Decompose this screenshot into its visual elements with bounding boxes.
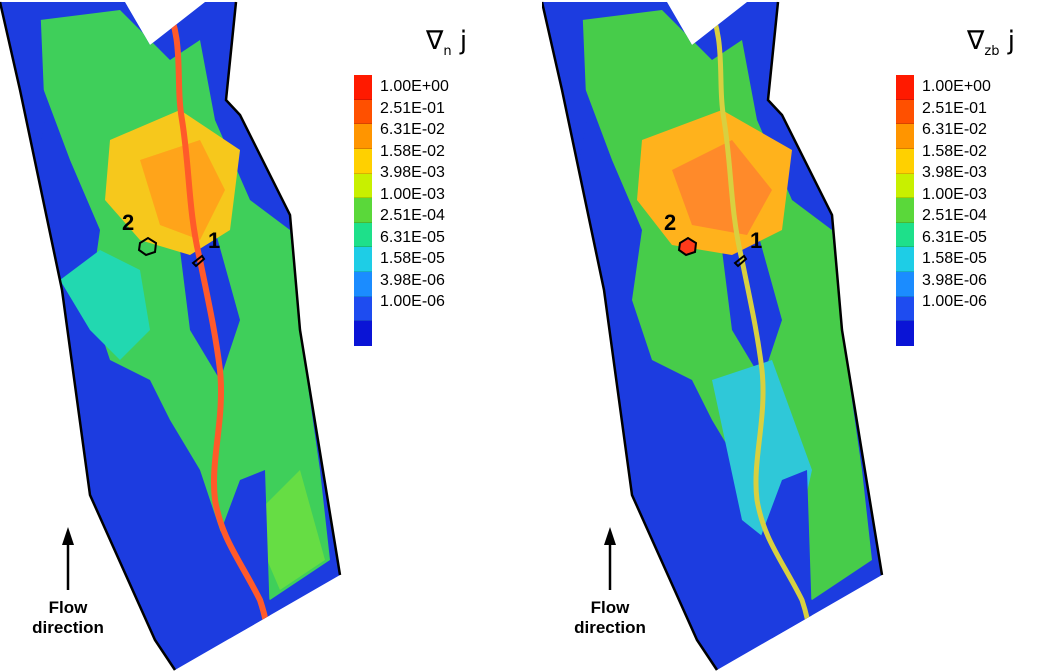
legend-level-label: 1.00E+00 <box>922 78 991 95</box>
marker-2-label: 2 <box>664 210 677 235</box>
right-boundary <box>766 1 884 576</box>
legend-level-label: 3.98E-03 <box>922 164 987 181</box>
fringe-region <box>60 250 150 360</box>
legend-color-bar <box>896 75 914 346</box>
legend-swatch <box>354 247 372 272</box>
legend-level-label: 1.00E-03 <box>922 185 987 203</box>
marker-1-outline <box>191 254 206 268</box>
mesh-map-right <box>542 1 884 671</box>
nabla-symbol: ∇ <box>426 26 444 56</box>
legend-swatch <box>354 296 372 322</box>
panel-gradient-zb: 2 1 Flow direction ∇zb j 1.00E+00 2.51E-0… <box>542 0 1037 671</box>
legend-level-label: 1.00E-06 <box>380 293 445 310</box>
legend-level-label: 2.51E-01 <box>922 99 987 117</box>
lower-channel-zone <box>752 470 812 640</box>
flow-arrow-head <box>604 527 616 545</box>
marker-2-outline <box>137 236 158 257</box>
legend-title-variable: j <box>1007 26 1015 56</box>
mesh-map-left <box>0 1 342 671</box>
legend-swatch <box>354 222 372 248</box>
legend-swatch <box>896 173 914 199</box>
legend-level-label: 3.98E-06 <box>922 271 987 289</box>
flow-direction-label: Flow direction <box>550 598 670 638</box>
legend-level-label: 1.00E-06 <box>922 293 987 310</box>
marker-2-label: 2 <box>122 210 135 235</box>
legend-swatch <box>896 198 914 223</box>
right-boundary <box>224 1 342 576</box>
legend-swatch <box>896 222 914 248</box>
legend-level-label: 1.58E-02 <box>380 142 445 160</box>
legend-swatch <box>354 198 372 223</box>
marker-1-label: 1 <box>208 228 221 253</box>
legend-swatch <box>354 173 372 199</box>
legend-swatch <box>896 272 914 297</box>
legend-swatch <box>896 148 914 174</box>
legend-level-label: 1.58E-02 <box>922 142 987 160</box>
left-boundary <box>542 1 719 671</box>
legend-title-subscript: n <box>443 44 452 59</box>
legend-labels: 1.00E+00 2.51E-01 6.31E-02 1.58E-02 3.98E-03… <box>380 76 449 313</box>
river-channel <box>162 2 272 670</box>
flow-label-line1: Flow <box>590 598 630 617</box>
legend-swatch <box>354 75 372 100</box>
legend-swatch <box>354 124 372 149</box>
lower-floodplain <box>250 470 325 590</box>
legend-swatch <box>896 247 914 272</box>
flow-label-line2: direction <box>574 618 646 637</box>
legend-level-label: 6.31E-02 <box>922 121 987 138</box>
marker-1-label: 1 <box>750 228 763 253</box>
river-channel <box>704 2 813 670</box>
legend-title-subscript: zb <box>984 44 1000 59</box>
legend-swatch <box>896 321 914 346</box>
legend-swatch <box>896 124 914 149</box>
marker-2-outline <box>677 236 698 257</box>
legend-level-label: 6.31E-05 <box>380 228 445 246</box>
flow-direction-label: Flow direction <box>8 598 128 638</box>
legend-swatch <box>354 99 372 125</box>
legend-level-label: 3.98E-03 <box>380 164 445 181</box>
flow-arrow-head <box>62 527 74 545</box>
legend-swatch <box>354 148 372 174</box>
legend-title-variable: j <box>459 26 468 56</box>
legend-level-label: 6.31E-05 <box>922 228 987 246</box>
legend-level-label: 2.51E-01 <box>380 99 445 117</box>
panel-gradient-n: 2 1 Flow direction ∇n j 1.00E+00 2.51E-01… <box>0 0 518 671</box>
legend-swatch <box>896 99 914 125</box>
legend-swatch <box>896 296 914 322</box>
legend-level-label: 6.31E-02 <box>380 121 445 138</box>
legend-swatch <box>896 75 914 100</box>
legend-labels: 1.00E+00 2.51E-01 6.31E-02 1.58E-02 3.98E-03… <box>922 76 991 313</box>
lower-channel-zone <box>210 470 270 640</box>
legend-title: ∇zb j <box>967 26 1015 59</box>
legend-level-label: 1.58E-05 <box>380 250 445 267</box>
legend-level-label: 1.00E+00 <box>380 78 449 95</box>
legend-level-label: 2.51E-04 <box>922 207 987 224</box>
nabla-symbol: ∇ <box>967 26 985 56</box>
flow-label-line1: Flow <box>48 598 88 617</box>
legend-title: ∇n j <box>426 26 468 59</box>
left-boundary <box>0 1 177 671</box>
legend-level-label: 1.58E-05 <box>922 250 987 267</box>
flow-label-line2: direction <box>32 618 104 637</box>
legend-level-label: 3.98E-06 <box>380 271 445 289</box>
legend-level-label: 1.00E-03 <box>380 185 445 203</box>
legend-level-label: 2.51E-04 <box>380 207 445 224</box>
peak-gradient-zone <box>140 140 225 240</box>
legend-swatch <box>354 321 372 346</box>
peak-gradient-zone <box>672 140 772 235</box>
legend-swatch <box>354 272 372 297</box>
legend-color-bar <box>354 75 372 346</box>
marker-1-outline <box>733 254 748 268</box>
